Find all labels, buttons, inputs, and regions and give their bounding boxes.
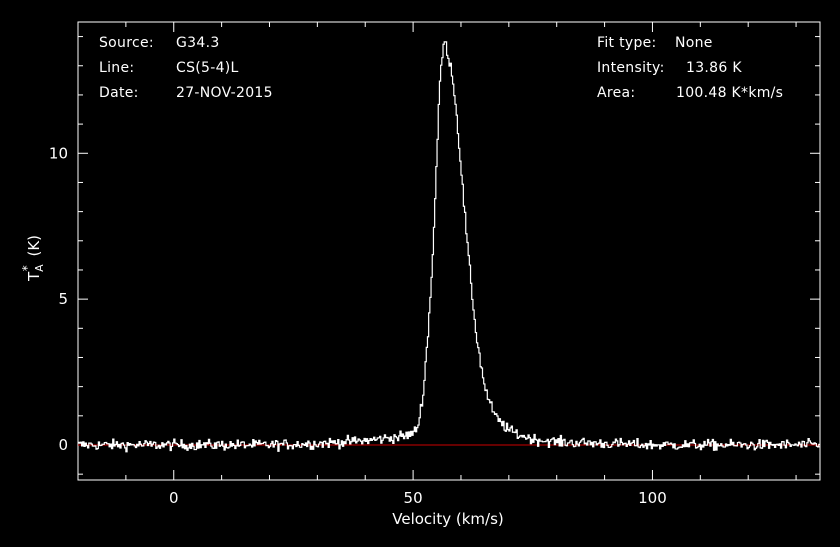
line-label: Line: [99,60,135,76]
fit-type-value: None [675,35,713,51]
spectrum-series [78,41,820,453]
y-tick-label: 10 [49,144,68,162]
y-tick-labels: 0 5 10 [49,144,68,454]
axis-ticks [77,22,820,480]
source-label: Source: [99,35,154,51]
x-tick-label: 100 [638,489,667,507]
y-tick-label: 5 [58,290,68,308]
source-value: G34.3 [176,35,220,51]
svg-text:TA* (K): TA* (K) [20,235,46,282]
plot-frame [77,21,821,481]
y-tick-label: 0 [58,436,68,454]
x-tick-label: 0 [169,489,179,507]
x-axis-label: Velocity (km/s) [392,510,503,528]
date-label: Date: [99,85,139,101]
intensity-value: 13.86 K [686,60,742,76]
x-tick-label: 50 [404,489,423,507]
date-value: 27-NOV-2015 [176,85,273,101]
intensity-label: Intensity: [597,60,665,76]
area-value: 100.48 K*km/s [676,85,784,101]
fit-type-label: Fit type: [597,35,657,51]
area-label: Area: [597,85,636,101]
y-axis-label: TA* (K) [20,235,46,282]
line-value: CS(5-4)L [176,60,239,76]
x-tick-labels: 0 50 100 [169,489,667,507]
